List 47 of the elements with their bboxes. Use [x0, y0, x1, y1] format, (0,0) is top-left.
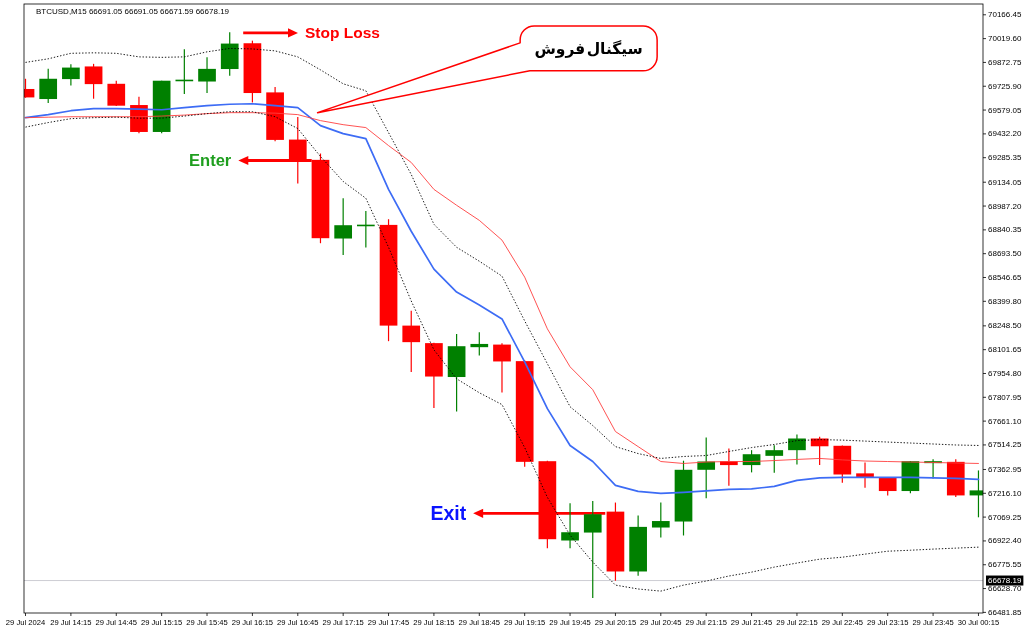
annotation: Stop Loss — [305, 24, 380, 42]
y-tick-label: 68546.65 — [988, 273, 1022, 282]
annotation: Enter — [189, 151, 232, 170]
candlestick — [334, 197, 353, 256]
candlestick — [402, 310, 421, 373]
y-tick-label: 67514.25 — [988, 440, 1022, 450]
y-tick-label: 67069.25 — [988, 512, 1022, 522]
candlestick — [62, 63, 80, 87]
y-tick-label: 66628.70 — [988, 584, 1022, 594]
y-tick-label: 67807.95 — [988, 392, 1022, 402]
y-tick-label: 68399.80 — [988, 296, 1022, 306]
y-tick-label: 68693.50 — [988, 249, 1022, 259]
candlestick — [39, 68, 58, 104]
candlestick — [651, 501, 670, 539]
candlestick — [107, 80, 126, 107]
y-tick-label: 66481.85 — [988, 607, 1022, 617]
candlestick — [470, 331, 489, 357]
y-tick-label: 69134.05 — [988, 177, 1022, 187]
y-tick-label: 68248.50 — [988, 321, 1022, 331]
candlestick — [788, 434, 806, 466]
annotation: Exit — [430, 502, 467, 525]
candlestick — [288, 116, 307, 184]
annotation: سیگنال فروش — [534, 38, 643, 58]
y-tick-label: 69432.20 — [988, 129, 1022, 139]
y-tick-label: 67661.10 — [988, 416, 1022, 426]
candlestick — [561, 502, 579, 549]
candlestick — [84, 63, 103, 100]
candlestick — [765, 444, 784, 474]
y-tick-label: 69579.05 — [988, 105, 1022, 115]
y-tick-label: 67362.95 — [988, 464, 1022, 474]
y-tick-label: 69872.75 — [988, 57, 1022, 67]
candlestick — [583, 500, 602, 599]
y-tick-label: 70019.60 — [988, 34, 1022, 44]
chart-title: BTCUSD,M15 66691.05 66691.05 66671.59 66678.19 — [36, 6, 230, 16]
candlestick — [198, 56, 216, 94]
candlestick — [810, 436, 829, 466]
y-tick-label: 66922.40 — [988, 536, 1022, 546]
y-tick-label: 69725.90 — [988, 81, 1022, 91]
y-tick-label: 68987.20 — [988, 201, 1022, 211]
y-tick-label: 70166.45 — [988, 10, 1022, 20]
candlestick — [493, 342, 511, 394]
y-tick-label: 67216.10 — [988, 488, 1022, 498]
y-tick-label: 68840.35 — [988, 225, 1022, 235]
y-tick-label: 69285.35 — [988, 153, 1022, 163]
y-tick-label: 66775.55 — [988, 560, 1022, 570]
y-tick-label: 68101.65 — [988, 345, 1022, 355]
y-tick-label: 67954.80 — [988, 368, 1022, 378]
